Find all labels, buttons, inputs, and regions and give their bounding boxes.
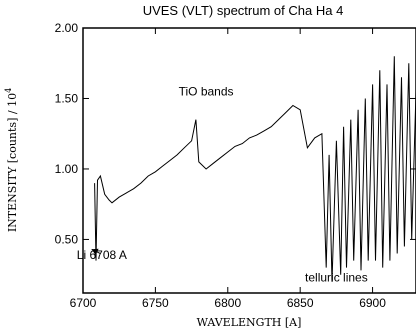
annotation-label: Li 6708 A bbox=[77, 248, 127, 262]
y-axis-label-main: INTENSITY [counts] / 10 bbox=[6, 93, 19, 232]
chart-title: UVES (VLT) spectrum of Cha Ha 4 bbox=[143, 3, 344, 18]
annotation-label: telluric lines bbox=[305, 271, 368, 285]
x-tick-label: 6800 bbox=[214, 296, 241, 310]
annotation-label: TiO bands bbox=[179, 85, 234, 99]
x-tick-label: 6700 bbox=[70, 296, 97, 310]
y-tick-label: 0.50 bbox=[55, 232, 79, 246]
y-tick-label: 2.00 bbox=[55, 21, 79, 35]
x-axis-ticks: 6700 6750 6800 6850 6900 bbox=[70, 28, 387, 310]
y-tick-label: 1.00 bbox=[55, 162, 79, 176]
y-axis-ticks: 0.50 1.00 1.50 2.00 bbox=[55, 21, 416, 246]
y-tick-label: 1.50 bbox=[55, 91, 79, 105]
x-tick-label: 6750 bbox=[142, 296, 169, 310]
y-axis-label-exponent: 4 bbox=[4, 88, 13, 93]
x-tick-label: 6850 bbox=[287, 296, 314, 310]
x-tick-label: 6900 bbox=[359, 296, 386, 310]
y-axis-label: INTENSITY [counts] / 104 bbox=[4, 88, 19, 232]
spectrum-line bbox=[95, 56, 416, 282]
annotations: TiO bands Li 6708 A telluric lines bbox=[77, 85, 368, 285]
x-axis-label: WAVELENGTH [A] bbox=[197, 316, 302, 329]
